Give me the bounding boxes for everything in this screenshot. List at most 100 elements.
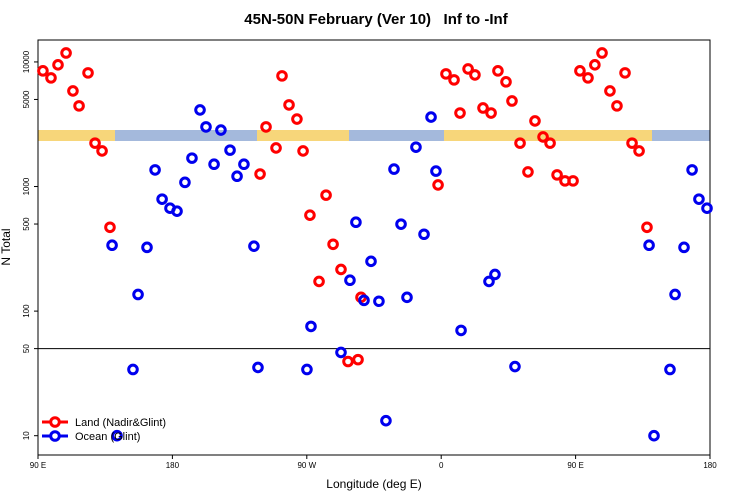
data-point — [633, 145, 645, 157]
data-point — [104, 221, 116, 234]
data-point — [574, 65, 586, 77]
data-point — [200, 121, 212, 133]
legend-label: Ocean (Glint) — [75, 431, 140, 443]
data-point — [252, 361, 264, 374]
data-point — [373, 295, 385, 308]
y-axis-label: N Total — [0, 228, 13, 265]
data-point — [231, 170, 243, 183]
data-point — [664, 363, 676, 376]
data-point — [477, 102, 489, 114]
data-point — [270, 142, 282, 154]
data-point — [238, 158, 250, 171]
data-point — [260, 121, 272, 133]
y-tick-label: 1000 — [22, 177, 31, 195]
data-point — [224, 144, 236, 156]
data-point — [344, 274, 356, 287]
data-point — [291, 113, 303, 125]
data-point — [432, 179, 444, 191]
data-point — [485, 107, 497, 119]
data-point — [611, 100, 623, 112]
data-point — [194, 104, 206, 116]
x-tick-label: 180 — [703, 461, 717, 470]
data-point — [489, 268, 501, 281]
data-point — [365, 255, 377, 268]
data-point — [589, 59, 601, 71]
x-axis-label: Longitude (deg E) — [326, 477, 421, 491]
data-point — [73, 100, 85, 112]
data-point — [111, 429, 123, 442]
land-ocean-strip — [38, 130, 710, 141]
data-point — [678, 241, 690, 254]
data-point — [52, 59, 64, 71]
land-strip — [257, 130, 349, 141]
data-point — [544, 137, 556, 149]
x-tick-label: 90 W — [297, 461, 316, 470]
data-point — [96, 145, 108, 157]
data-point — [483, 275, 495, 288]
data-point — [335, 263, 347, 276]
x-tick-label: 90 E — [30, 461, 46, 470]
data-point — [701, 202, 713, 214]
data-point — [455, 324, 467, 337]
legend-marker — [49, 430, 61, 442]
data-point — [320, 189, 332, 201]
data-point — [619, 67, 631, 79]
data-point — [37, 65, 49, 77]
data-point — [395, 218, 407, 230]
y-tick-label: 50 — [22, 344, 31, 353]
data-point — [350, 216, 362, 229]
chart-title: 45N-50N February (Ver 10) Inf to -Inf — [244, 11, 508, 28]
data-point — [380, 414, 392, 427]
data-point — [500, 76, 512, 88]
data-point — [248, 240, 260, 252]
data-point — [626, 137, 638, 149]
data-point — [643, 239, 655, 252]
data-point — [440, 68, 452, 80]
data-point — [567, 175, 579, 187]
data-point — [537, 131, 549, 143]
data-point — [529, 115, 541, 127]
data-point — [297, 145, 309, 157]
data-point — [418, 228, 430, 241]
data-point — [283, 99, 295, 111]
data-point — [509, 360, 521, 373]
data-point — [149, 164, 161, 176]
x-tick-label: 0 — [439, 461, 444, 470]
data-point — [693, 193, 705, 205]
data-point — [686, 164, 698, 176]
y-tick-label: 10 — [22, 431, 31, 440]
data-point — [304, 209, 316, 221]
data-point — [448, 74, 460, 86]
data-point — [522, 166, 534, 178]
data-point — [454, 107, 466, 119]
legend-marker — [49, 416, 61, 428]
legend-label: Land (Nadir&Glint) — [75, 417, 166, 429]
data-point — [425, 111, 437, 123]
y-tick-label: 100 — [22, 304, 31, 318]
data-point — [60, 47, 72, 59]
data-point — [430, 165, 442, 177]
data-point — [301, 363, 313, 376]
ocean-strip — [38, 130, 710, 141]
y-tick-label: 10000 — [22, 50, 31, 73]
data-point — [156, 193, 168, 205]
data-point — [410, 141, 422, 153]
data-point — [604, 85, 616, 97]
data-point — [276, 70, 288, 82]
plot-frame — [37, 39, 711, 456]
data-point — [352, 353, 364, 366]
data-point — [582, 72, 594, 84]
y-tick-label: 5000 — [22, 90, 31, 108]
data-point — [141, 241, 153, 254]
data-point — [401, 291, 413, 304]
y-tick-label: 500 — [22, 217, 31, 231]
data-point — [335, 346, 347, 359]
data-point — [67, 85, 79, 97]
data-point — [127, 363, 139, 376]
data-point — [186, 152, 198, 164]
data-point — [514, 137, 526, 149]
data-point — [551, 169, 563, 181]
data-point — [254, 168, 266, 180]
data-point — [358, 294, 370, 307]
